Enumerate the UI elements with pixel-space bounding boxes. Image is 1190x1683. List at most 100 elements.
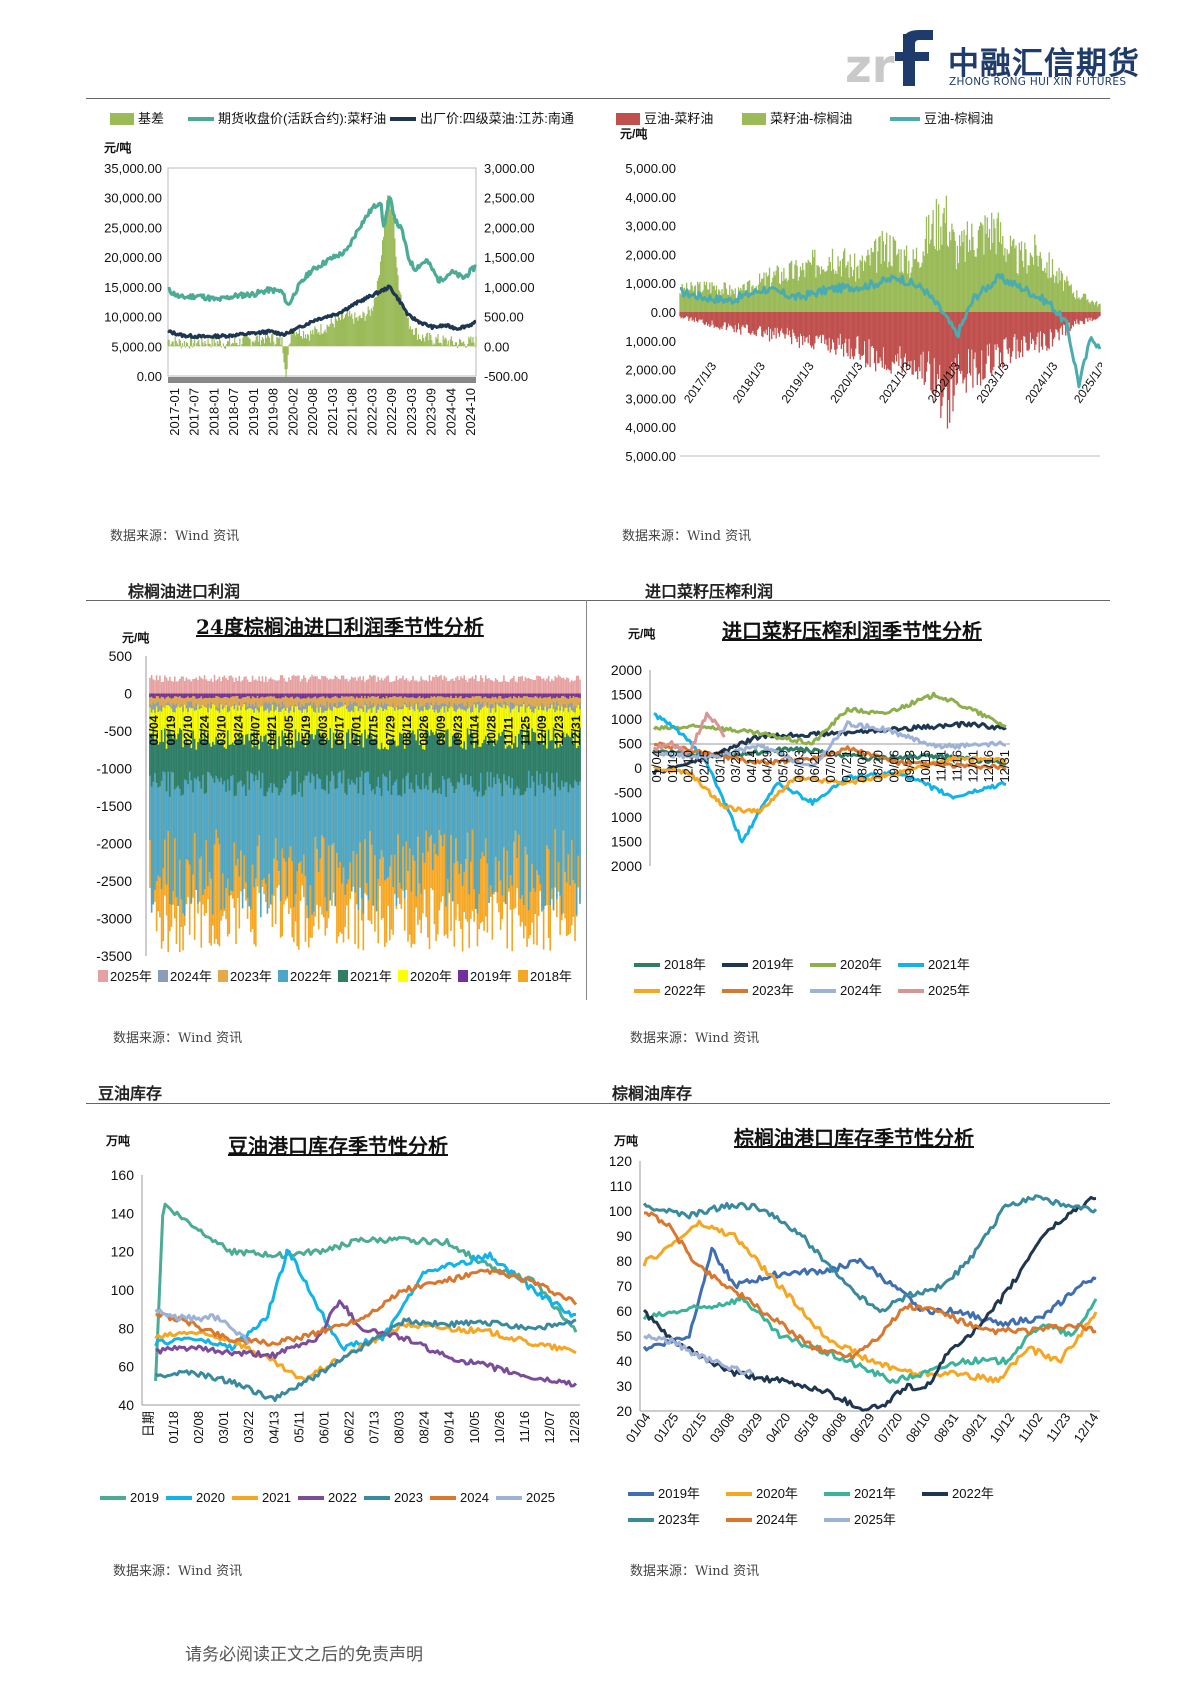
x-tick-label: 04/21	[265, 715, 279, 745]
x-tick-label: 09/23	[902, 750, 917, 783]
legend-label: 2023	[394, 1490, 423, 1505]
season-line	[642, 1246, 1097, 1352]
legend-label: 2021	[262, 1490, 291, 1505]
x-tick-label: 04/07	[248, 715, 262, 745]
series-line	[154, 1248, 577, 1352]
y-tick-label: 1,000.00	[625, 334, 676, 349]
x-tick-label: 10/28	[485, 715, 499, 745]
y-tick-label: 2,000.00	[625, 363, 676, 378]
legend-label: 2023年	[752, 983, 794, 998]
x-tick-label: 2018-07	[226, 388, 241, 436]
x-tick-label: 12/14	[1071, 1410, 1100, 1445]
axis-unit-label: 元/吨	[104, 140, 131, 155]
footer-disclaimer: 请务必阅读正文之后的免责声明	[185, 1645, 423, 1665]
legend-label: 2023年	[658, 1512, 700, 1527]
legend-label: 2020	[196, 1490, 225, 1505]
y-tick-label: 4,000.00	[625, 420, 676, 435]
y-tick-label: 5,000.00	[625, 161, 676, 176]
legend-item: 2020年	[398, 969, 452, 984]
x-tick-label: 2017-07	[187, 388, 202, 436]
x-tick-label: 2022-09	[384, 388, 399, 436]
legend-item: 2024年	[726, 1512, 798, 1527]
legend-item: 2025年	[98, 969, 152, 984]
legend-label: 2025	[526, 1490, 555, 1505]
y-tick-label: 5,000.00	[111, 339, 162, 354]
x-tick-label: 04/20	[763, 1410, 794, 1445]
x-tick-label: 10/26	[492, 1411, 507, 1444]
chart-svg: 棕榈油港口库存季节性分析 万吨 120 110 100 90 80 70 60 50 40 30 20 0…	[610, 1126, 1100, 1527]
x-tick-label: 05/19	[299, 715, 313, 745]
x-tick-label: 09/23	[451, 715, 465, 745]
series-basis	[167, 195, 477, 378]
chart-palm-port-stock: 棕榈油港口库存季节性分析 万吨 120 110 100 90 80 70 60 50 40 30 20 0…	[610, 1115, 1100, 1535]
x-tick-label: 06/29	[847, 1410, 878, 1445]
legend-item: 2022	[298, 1490, 357, 1505]
legend-swatch	[278, 970, 288, 982]
legend-label: 2022年	[664, 983, 706, 998]
axis-unit-label: 元/吨	[122, 630, 149, 645]
y-tick-label: 40	[616, 1353, 632, 1369]
x-tick-label: 05/11	[291, 1411, 306, 1443]
legend-swatch	[616, 113, 640, 125]
y-tick-label: 120	[610, 1153, 632, 1169]
series-line	[643, 1333, 754, 1376]
x-tick-label: 12/01	[965, 750, 980, 783]
series-line	[652, 755, 1008, 814]
x-tick-label: 01/04	[147, 715, 161, 745]
x-axis-band	[168, 377, 476, 383]
x-tick-label: 2024-04	[443, 388, 458, 436]
chart-rapeseed-basis: 基差 期货收盘价(活跃合约):菜籽油 出厂价:四级菜油:江苏:南通 元/吨 35,000…	[100, 108, 590, 518]
y-tick-label: 500	[619, 736, 643, 752]
x-tick-label: 2021-03	[325, 388, 340, 436]
x-tick-label: 2017/1/3	[681, 359, 719, 406]
y-tick-label: 0.00	[651, 305, 676, 320]
legend-label: 2018年	[530, 969, 572, 984]
y-tick-label: 1,000.00	[625, 276, 676, 291]
legend-item: 2022年	[278, 969, 332, 984]
season-line	[652, 691, 1007, 746]
y-tick-label: 60	[118, 1359, 134, 1375]
y-tick-label: 0	[124, 686, 132, 702]
legend-item: 菜籽油-棕榈油	[742, 111, 852, 126]
y-tick-label: 5,000.00	[625, 449, 676, 464]
legend-label: 2021年	[854, 1486, 896, 1501]
legend-item: 2020年	[726, 1486, 798, 1501]
chart-svg: 进口菜籽压榨利润季节性分析 元/吨 2000 1500 1000 500 0 -500 1000…	[611, 619, 1012, 998]
legend-label: 基差	[138, 111, 164, 126]
source-note: 数据来源：Wind 资讯	[622, 529, 752, 544]
legend-swatch	[398, 970, 408, 982]
x-tick-label: 06/01	[316, 1411, 331, 1444]
chart-svg: 豆油港口库存季节性分析 万吨 160 140 120 100 80 60 40 日期 01/18 02…	[100, 1133, 582, 1505]
x-tick-label: 08/03	[392, 1411, 407, 1444]
x-tick-label: 02/24	[198, 715, 212, 745]
legend-label: 2022	[328, 1490, 357, 1505]
x-tick-label: 08/20	[870, 750, 885, 783]
y-tick-label: -1000	[96, 761, 132, 777]
y-tick-label: 1000	[611, 809, 642, 825]
y2-tick-label: 0.00	[484, 339, 509, 354]
x-tick-label: 11/01	[934, 750, 949, 782]
y-tick-label: 10,000.00	[104, 310, 162, 325]
x-tick-label: 12/07	[542, 1411, 557, 1444]
x-tick-label: 01/19	[665, 750, 680, 783]
section-title-soy-stock: 豆油库存	[98, 1084, 163, 1103]
section-title-palm-profit: 棕榈油进口利润	[128, 582, 241, 601]
legend-swatch	[110, 113, 134, 125]
x-tick-label: 05/05	[282, 715, 296, 745]
x-tick-label: 12/31	[569, 715, 583, 745]
y-tick-label: 2,000.00	[625, 247, 676, 262]
logo-chinese-name: 中融汇信期货	[948, 46, 1140, 82]
series-line	[154, 1317, 577, 1403]
y-tick-label: 80	[616, 1253, 632, 1269]
x-tick-label: 2020/1/3	[827, 359, 865, 406]
legend-swatch	[458, 970, 468, 982]
x-tick-label: 03/22	[241, 1411, 256, 1444]
x-tick-label: 07/15	[366, 715, 380, 745]
legend-label: 2023年	[230, 969, 272, 984]
chart-title: 进口菜籽压榨利润季节性分析	[722, 619, 982, 643]
legend-label: 2024年	[170, 969, 212, 984]
x-tick-label: 03/24	[231, 715, 245, 745]
y2-tick-label: 2,500.00	[484, 191, 535, 206]
y-tick-label: 20,000.00	[104, 250, 162, 265]
